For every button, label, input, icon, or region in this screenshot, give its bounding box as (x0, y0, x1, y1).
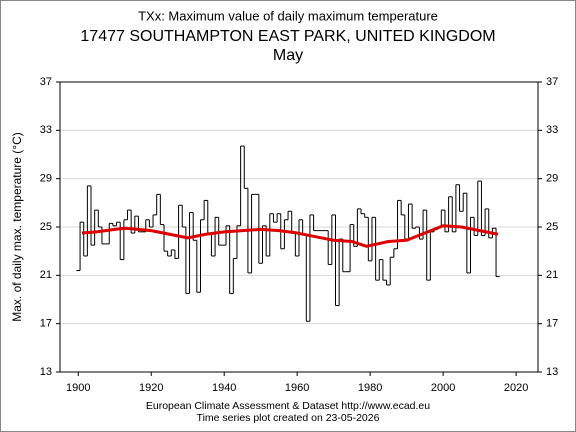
y-tick-label: 29 (546, 173, 558, 185)
x-tick-label: 1960 (285, 382, 309, 394)
y-tick-label: 37 (40, 76, 52, 88)
y-tick-label: 13 (40, 366, 52, 378)
y-tick-label: 33 (40, 124, 52, 136)
x-tick-label: 2000 (431, 382, 455, 394)
y-tick-label: 25 (40, 221, 52, 233)
y-tick-label: 13 (546, 366, 558, 378)
x-tick-label: 1920 (139, 382, 163, 394)
x-tick-label: 1980 (358, 382, 382, 394)
plot-frame (59, 81, 539, 373)
y-tick-label: 21 (40, 269, 52, 281)
y-tick-label: 33 (546, 124, 558, 136)
y-axis-label: Max. of daily max. temperature (°C) (10, 132, 24, 322)
y-tick-label: 37 (546, 76, 558, 88)
y-tick-label: 17 (546, 318, 558, 330)
chart-title: TXx: Maximum value of daily maximum temp… (138, 8, 438, 23)
chart-subtitle: 17477 SOUTHAMPTON EAST PARK, UNITED KING… (80, 28, 495, 45)
y-tick-label: 21 (546, 269, 558, 281)
x-tick-label: 1900 (66, 382, 90, 394)
y-tick-label: 25 (546, 221, 558, 233)
trend-line (81, 224, 499, 248)
x-tick-label: 1940 (212, 382, 236, 394)
x-tick-label: 2020 (504, 382, 528, 394)
footer: European Climate Assessment & Dataset ht… (146, 400, 430, 412)
period: May (273, 47, 303, 64)
y-tick-label: 17 (40, 318, 52, 330)
y-tick-label: 29 (40, 173, 52, 185)
footer: Time series plot created on 23-05-2026 (197, 412, 380, 424)
